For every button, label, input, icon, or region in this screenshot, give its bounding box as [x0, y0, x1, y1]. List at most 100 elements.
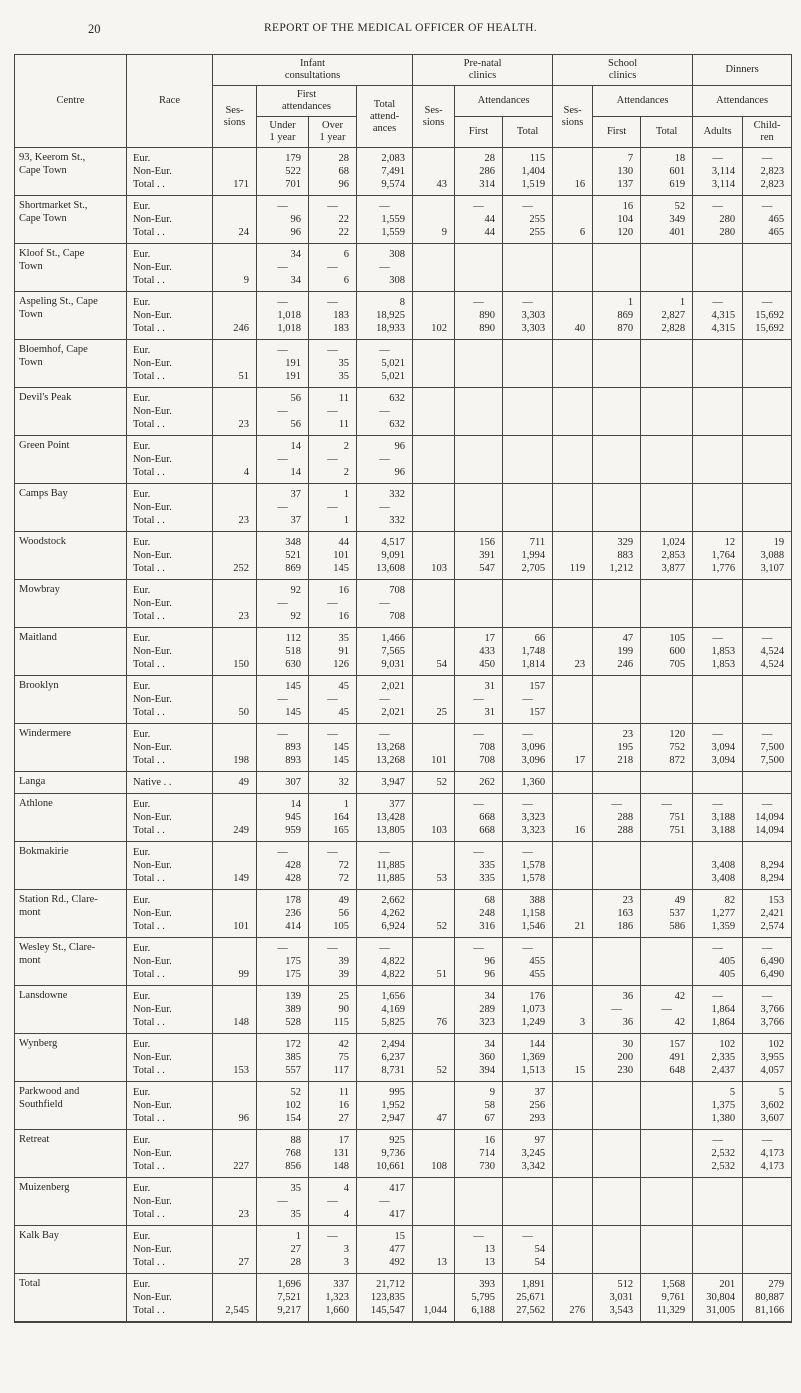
- value-cell: 3,323: [502, 824, 553, 842]
- value-cell: 164: [308, 811, 357, 824]
- value-cell: 1,277: [692, 907, 743, 920]
- value-cell: 492: [355, 1256, 413, 1274]
- value-cell: 11,885: [355, 859, 413, 872]
- centre-cell: Bokmakirie: [14, 841, 127, 890]
- value-cell: [212, 811, 257, 824]
- value-cell: [412, 147, 455, 165]
- value-cell: 3,323: [502, 811, 553, 824]
- value-cell: [552, 483, 593, 501]
- value-cell: 82: [692, 889, 743, 907]
- value-cell: 96: [308, 178, 357, 196]
- value-cell: —: [355, 261, 413, 274]
- race-cell: Total . .: [126, 466, 213, 484]
- value-cell: 537: [640, 907, 693, 920]
- value-cell: —: [256, 723, 309, 741]
- value-cell: [552, 147, 593, 165]
- value-cell: [692, 706, 743, 724]
- value-cell: 28: [454, 147, 503, 165]
- value-cell: 9: [212, 274, 257, 292]
- race-cell: Non-Eur.: [126, 261, 213, 274]
- document-page: 20 REPORT OF THE MEDICAL OFFICER OF HEAL…: [14, 22, 793, 1323]
- value-cell: 3,877: [640, 562, 693, 580]
- value-cell: 648: [640, 1064, 693, 1082]
- value-cell: [412, 370, 455, 388]
- value-cell: 1,748: [502, 645, 553, 658]
- race-cell: Total . .: [126, 1112, 213, 1130]
- value-cell: [552, 597, 593, 610]
- value-cell: 465: [742, 213, 792, 226]
- value-cell: [640, 872, 693, 890]
- page-title: REPORT OF THE MEDICAL OFFICER OF HEALTH.: [263, 22, 538, 34]
- value-cell: [552, 610, 593, 628]
- value-cell: 6,490: [742, 968, 792, 986]
- value-cell: —: [308, 453, 357, 466]
- value-cell: 157: [502, 675, 553, 693]
- race-cell: Eur.: [126, 387, 213, 405]
- value-cell: 15: [552, 1064, 593, 1082]
- value-cell: 66: [502, 627, 553, 645]
- value-cell: 2: [308, 435, 357, 453]
- value-cell: 23: [212, 1208, 257, 1226]
- value-cell: 17: [454, 627, 503, 645]
- table-row: Non-Eur. 945 164 13,428 668 3,323 288 751 3,188 1…: [15, 811, 792, 824]
- value-cell: —: [502, 291, 553, 309]
- value-cell: 54: [502, 1256, 553, 1274]
- table-row: Non-Eur. — — —: [15, 1195, 792, 1208]
- value-cell: 96: [454, 968, 503, 986]
- value-cell: 1,656: [355, 985, 413, 1003]
- race-cell: Eur.: [126, 793, 213, 811]
- value-cell: [454, 339, 503, 357]
- race-cell: Total . .: [126, 610, 213, 628]
- value-cell: 632: [355, 387, 413, 405]
- value-cell: [412, 1291, 455, 1304]
- value-cell: [742, 579, 792, 597]
- value-cell: —: [454, 937, 503, 955]
- value-cell: 120: [640, 723, 693, 741]
- value-cell: [212, 213, 257, 226]
- value-cell: [502, 387, 553, 405]
- value-cell: 35: [256, 1208, 309, 1226]
- value-cell: 34: [256, 274, 309, 292]
- table-row: Total . . 27 28 3 492 13 13 54: [15, 1256, 792, 1274]
- value-cell: [454, 370, 503, 388]
- value-cell: 2,532: [692, 1147, 743, 1160]
- value-cell: [212, 483, 257, 501]
- value-cell: 1,212: [592, 562, 641, 580]
- race-cell: Eur.: [126, 147, 213, 165]
- value-cell: —: [742, 147, 792, 165]
- value-cell: 183: [308, 309, 357, 322]
- value-cell: 377: [355, 793, 413, 811]
- value-cell: 7,500: [742, 741, 792, 754]
- value-cell: 1: [640, 291, 693, 309]
- value-cell: 856: [256, 1160, 309, 1178]
- table-row: Non-Eur. — — —: [15, 453, 792, 466]
- value-cell: [640, 955, 693, 968]
- value-cell: —: [256, 597, 309, 610]
- value-cell: [212, 937, 257, 955]
- race-cell: Total . .: [126, 1064, 213, 1082]
- table-row: Non-Eur. 236 56 4,262 248 1,158 163 537 1,277 2,4…: [15, 907, 792, 920]
- value-cell: 45: [308, 706, 357, 724]
- value-cell: 528: [256, 1016, 309, 1034]
- centre-cell: Brooklyn: [14, 675, 127, 724]
- value-cell: [692, 357, 743, 370]
- value-cell: [454, 435, 503, 453]
- table-row: Station Rd., Clare- mont Eur. 178 49 2,662 68…: [14, 889, 792, 938]
- race-cell: Non-Eur.: [126, 309, 213, 322]
- value-cell: [742, 357, 792, 370]
- col-header-race: Race: [126, 54, 213, 148]
- value-cell: 2,335: [692, 1051, 743, 1064]
- race-cell: Total . .: [126, 274, 213, 292]
- value-cell: —: [742, 1129, 792, 1147]
- value-cell: [552, 968, 593, 986]
- col-header-school-total: Total: [640, 116, 694, 148]
- value-cell: 117: [308, 1064, 357, 1082]
- value-cell: [692, 243, 743, 261]
- value-cell: [212, 889, 257, 907]
- value-cell: [552, 501, 593, 514]
- value-cell: 54: [412, 658, 455, 676]
- value-cell: 16: [308, 610, 357, 628]
- race-cell: Non-Eur.: [126, 693, 213, 706]
- value-cell: [692, 514, 743, 532]
- race-cell: Eur.: [126, 1225, 213, 1243]
